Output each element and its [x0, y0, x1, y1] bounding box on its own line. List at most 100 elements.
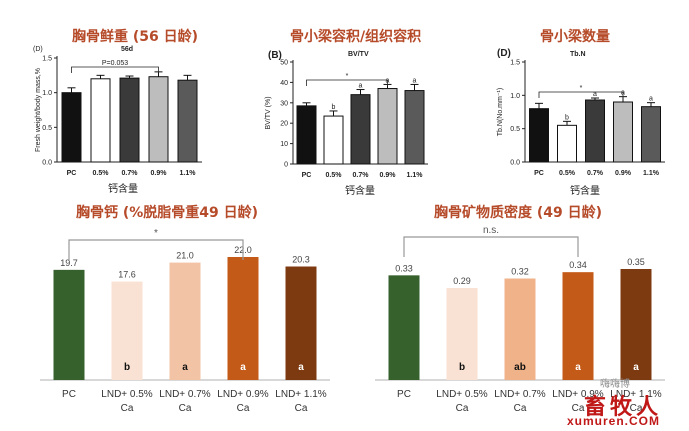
- p4-bar: [111, 281, 143, 380]
- p5-bar: [562, 272, 594, 380]
- p1-significance-bracket: [71, 66, 159, 73]
- p3-y-tick-label: 0.0: [510, 160, 520, 167]
- p4-bracket-annotation: *: [154, 228, 158, 239]
- p3-significance-bracket: [538, 91, 624, 98]
- p2-y-tick-label: 50: [280, 60, 288, 67]
- p5-bracket-annotation: n.s.: [483, 225, 499, 236]
- p3-bar: [529, 108, 549, 163]
- p1-y-axis-label: Fresh weight/body mass,%: [35, 68, 42, 152]
- p2-bracket-annotation: *: [346, 73, 349, 80]
- p2-y-tick-label: 0: [284, 162, 288, 169]
- p2-bar: [296, 105, 317, 165]
- chart-title-sternum-calcium: 胸骨钙 (%脱脂骨重49 日龄): [76, 205, 259, 221]
- p5-category-label-unit: Ca: [572, 403, 585, 414]
- p2-y-axis-label: BV/TV (%): [265, 96, 272, 129]
- p5-value-label: 0.29: [453, 276, 471, 286]
- p4-value-label: 20.3: [292, 255, 310, 265]
- watermark-logo-text: 畜牧人: [584, 395, 663, 420]
- chart-title-bv-tv: 骨小梁容积/组织容积: [290, 29, 422, 45]
- p3-significance-letter: b: [565, 114, 569, 121]
- p1-bar: [119, 77, 140, 163]
- p5-category-label-unit: Ca: [456, 403, 469, 414]
- watermark-account-name: 嗨嗨博: [600, 379, 630, 390]
- panel-label-b: (B): [268, 50, 282, 61]
- p2-bar: [323, 115, 344, 165]
- panel-subtitle-tb-n: Tb.N: [570, 51, 586, 58]
- p2-bar: [377, 88, 398, 165]
- p4-value-label: 19.7: [60, 258, 78, 268]
- p3-y-axis-label: Tb.N(No.mm⁻¹): [497, 88, 504, 136]
- p2-category-label: 0.9%: [380, 172, 397, 179]
- p5-category-label: LND+ 1.1%: [610, 389, 662, 400]
- p2-y-tick-label: 30: [280, 100, 288, 107]
- p3-significance-letter: a: [593, 91, 597, 98]
- chart-title-bone-mineral-density: 胸骨矿物质密度 (49 日龄): [434, 205, 603, 221]
- p3-category-label: 0.9%: [615, 170, 632, 177]
- watermark-url: xumuren.COM: [567, 414, 661, 428]
- p1-y-tick-label: 1.0: [42, 90, 52, 97]
- p4-significance-letter: a: [298, 362, 304, 373]
- p3-bracket-annotation: *: [580, 85, 583, 92]
- p5-significance-letter: a: [633, 362, 639, 373]
- p2-significance-letter: a: [359, 83, 363, 90]
- p4-category-label-unit: Ca: [179, 403, 192, 414]
- p4-bar: [227, 257, 259, 380]
- p5-category-label-unit: Ca: [514, 403, 527, 414]
- p4-bar: [53, 269, 85, 380]
- p5-significance-letter: ab: [514, 362, 526, 373]
- x-caption-calcium-level-2: 钙含量: [345, 186, 375, 197]
- p5-significance-bracket: [403, 236, 579, 257]
- p1-category-label: 0.7%: [122, 170, 139, 177]
- p1-y-tick-label: 0.0: [42, 160, 52, 167]
- p5-category-label-unit: Ca: [630, 403, 643, 414]
- p2-category-label: 0.7%: [353, 172, 370, 179]
- p1-bar: [61, 92, 82, 163]
- p4-value-label: 17.6: [118, 270, 136, 280]
- p2-category-label: 1.1%: [407, 172, 424, 179]
- p5-value-label: 0.33: [395, 263, 413, 273]
- p3-bar: [585, 99, 605, 163]
- p3-category-label: PC: [534, 170, 544, 177]
- p5-significance-letter: b: [459, 362, 465, 373]
- p3-category-label: 0.5%: [559, 170, 576, 177]
- p2-y-tick-label: 20: [280, 121, 288, 128]
- p4-category-label: LND+ 0.5%: [101, 389, 153, 400]
- p4-bar: [285, 266, 317, 380]
- p5-value-label: 0.32: [511, 267, 529, 277]
- panel-subtitle-56d: 56d: [121, 46, 134, 53]
- panel-label-d-left: (D): [33, 46, 43, 53]
- p4-category-label: LND+ 1.1%: [275, 389, 327, 400]
- p3-significance-letter: a: [649, 96, 653, 103]
- p1-bar: [90, 78, 111, 163]
- p5-bar: [504, 278, 536, 380]
- p3-category-label: 0.7%: [587, 170, 604, 177]
- p1-bar: [177, 79, 198, 163]
- p4-significance-letter: a: [240, 362, 246, 373]
- p4-significance-bracket: [68, 239, 244, 260]
- p2-significance-letter: a: [413, 77, 417, 84]
- p3-bar: [641, 106, 661, 163]
- p3-category-label: 1.1%: [643, 170, 660, 177]
- p4-significance-letter: b: [124, 362, 130, 373]
- x-caption-calcium-level-1: 钙含量: [108, 184, 138, 195]
- p2-category-label: 0.5%: [326, 172, 343, 179]
- p3-y-tick-label: 1.5: [510, 60, 520, 67]
- p1-y-tick-label: 0.5: [42, 125, 52, 132]
- p5-category-label: LND+ 0.7%: [494, 389, 546, 400]
- p4-significance-letter: a: [182, 362, 188, 373]
- p5-significance-letter: a: [575, 362, 581, 373]
- p3-y-tick-label: 0.5: [510, 126, 520, 133]
- panel-label-d-right: (D): [497, 48, 511, 59]
- p1-category-label: 0.9%: [151, 170, 168, 177]
- p2-category-label: PC: [302, 172, 312, 179]
- p5-category-label: PC: [397, 389, 411, 400]
- p1-bracket-annotation: P=0.053: [102, 60, 128, 67]
- p2-significance-letter: b: [332, 104, 336, 111]
- p2-significance-bracket: [306, 79, 388, 86]
- p3-y-tick-label: 1.0: [510, 93, 520, 100]
- p5-bar: [446, 288, 478, 380]
- p4-category-label-unit: Ca: [237, 403, 250, 414]
- p5-category-label: LND+ 0.9%: [552, 389, 604, 400]
- p2-bar: [350, 94, 371, 165]
